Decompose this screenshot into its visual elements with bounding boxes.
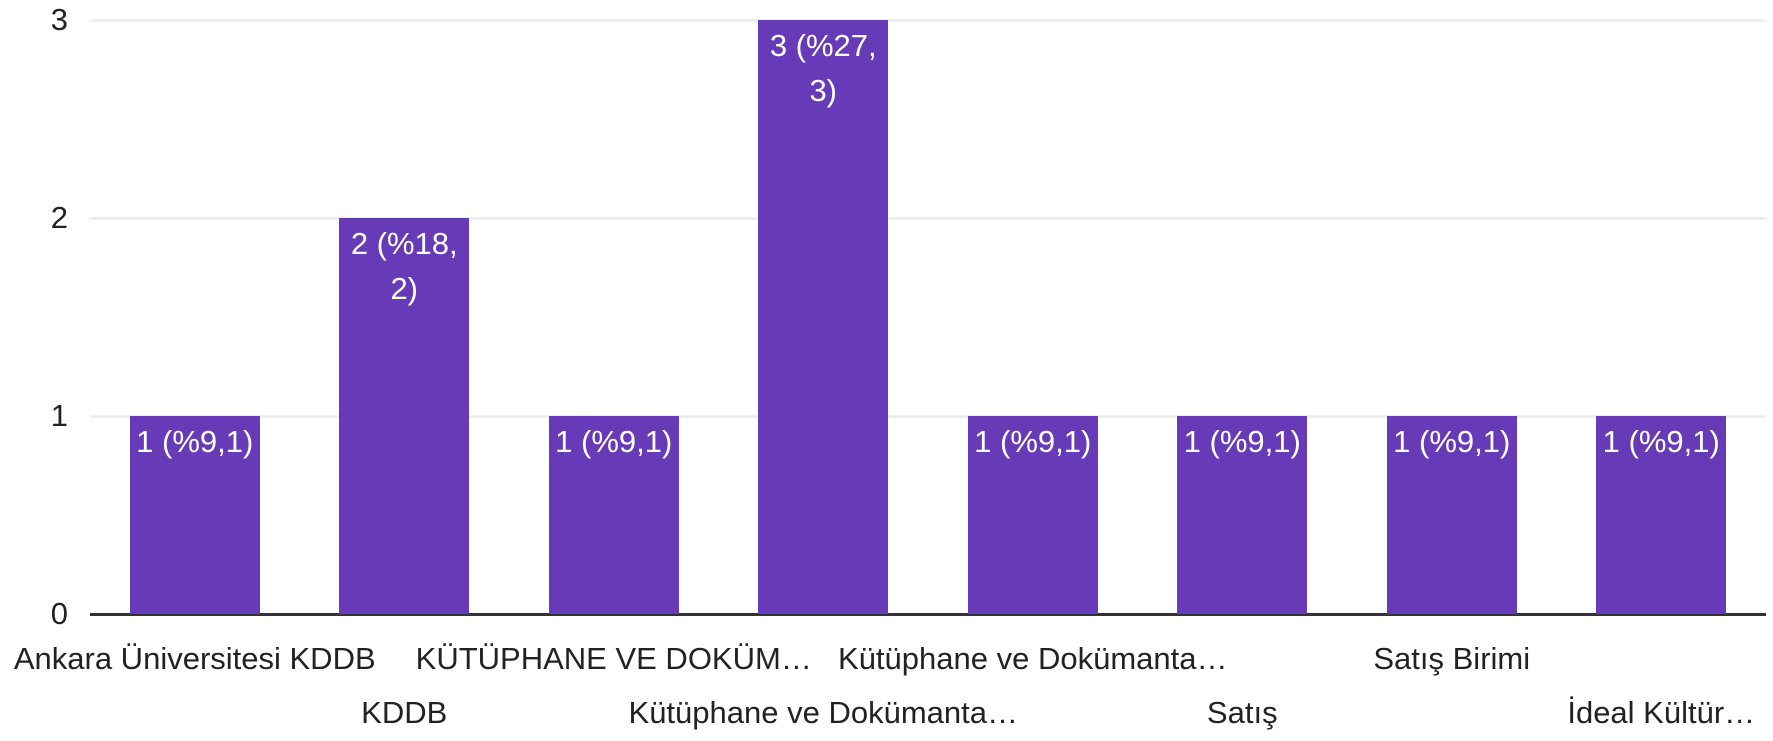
y-tick-label: 2	[50, 200, 68, 235]
value-label: 1 (%9,1)	[1602, 424, 1720, 459]
x-tick-label: Ankara Üniversitesi KDDB	[13, 641, 376, 676]
value-label: 1 (%9,1)	[1393, 424, 1511, 459]
y-tick-label: 1	[50, 398, 68, 433]
bar	[1596, 416, 1727, 614]
x-tick-label: İdeal Kültür…	[1567, 695, 1756, 730]
value-label: 1 (%9,1)	[136, 424, 254, 459]
bar	[758, 20, 889, 614]
x-tick-label: Kütüphane ve Dokümanta…	[628, 695, 1018, 730]
value-label: 1 (%9,1)	[555, 424, 673, 459]
bar	[1386, 416, 1517, 614]
x-tick-label: KÜTÜPHANE VE DOKÜM…	[415, 641, 812, 676]
y-tick-label: 0	[50, 596, 68, 631]
value-label: 2 (%18,2)	[350, 226, 458, 306]
grid-line	[90, 414, 1766, 418]
bar	[967, 416, 1098, 614]
x-tick-label: Satış Birimi	[1373, 641, 1531, 676]
value-label: 3 (%27,3)	[769, 28, 877, 108]
y-tick-label: 3	[50, 2, 68, 37]
value-label: 1 (%9,1)	[974, 424, 1092, 459]
grid-line	[90, 216, 1766, 220]
x-tick-label: Kütüphane ve Dokümanta…	[838, 641, 1228, 676]
bar	[548, 416, 679, 614]
value-label: 1 (%9,1)	[1183, 424, 1301, 459]
x-tick-label: KDDB	[361, 695, 448, 730]
bar	[129, 416, 260, 614]
bar	[1177, 416, 1308, 614]
bar	[339, 218, 470, 614]
x-axis-line	[90, 613, 1766, 616]
x-tick-label: Satış	[1206, 695, 1278, 730]
grid-line	[90, 18, 1766, 22]
